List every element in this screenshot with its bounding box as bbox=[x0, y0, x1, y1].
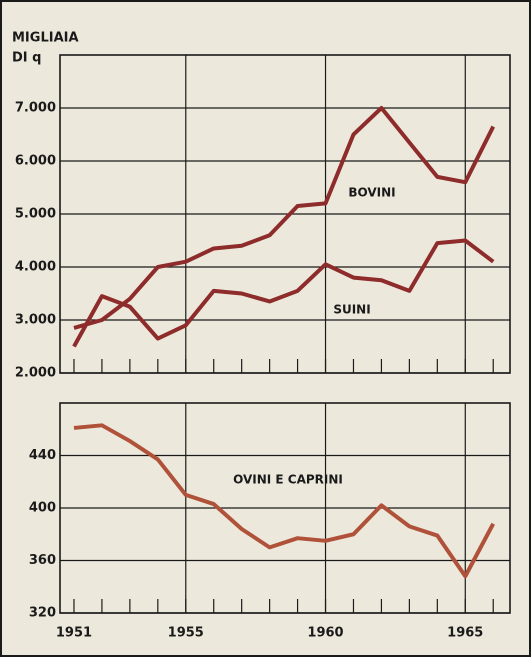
data-line bbox=[73, 106, 496, 330]
y-tick-label: 3.000 bbox=[15, 313, 56, 328]
x-tick-label: 1955 bbox=[168, 626, 204, 641]
y-tick-label: 2.000 bbox=[15, 366, 56, 381]
y-axis-label: DI q bbox=[12, 51, 41, 66]
series-label: SUINI bbox=[333, 303, 370, 317]
y-tick-label: 4.000 bbox=[15, 260, 56, 275]
y-tick-label: 6.000 bbox=[15, 154, 56, 169]
y-tick-label: 5.000 bbox=[15, 207, 56, 222]
x-tick-label: 1960 bbox=[307, 626, 343, 641]
series-label: BOVINI bbox=[348, 186, 395, 200]
y-tick-label: 400 bbox=[29, 501, 56, 516]
y-tick-label: 360 bbox=[29, 553, 56, 568]
data-line bbox=[73, 423, 495, 579]
y-tick-label: 320 bbox=[29, 606, 56, 621]
data-line bbox=[72, 238, 495, 348]
y-tick-label: 7.000 bbox=[15, 101, 56, 116]
x-tick-label: 1965 bbox=[447, 626, 483, 641]
x-tick-label: 1951 bbox=[56, 626, 92, 641]
series-label: OVINI E CAPRINI bbox=[233, 473, 343, 487]
y-tick-label: 440 bbox=[29, 448, 56, 463]
y-axis-label: MIGLIAIA bbox=[12, 31, 79, 46]
